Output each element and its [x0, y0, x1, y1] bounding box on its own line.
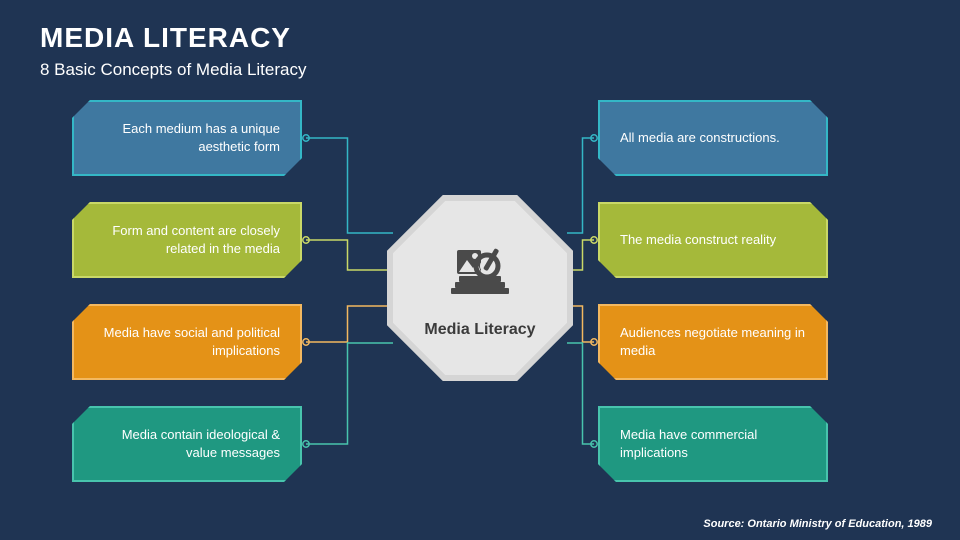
concept-text: Audiences negotiate meaning in media [620, 324, 806, 359]
concept-box-right-4: Media have commercial implications [598, 406, 828, 482]
center-octagon: Media Literacy [387, 195, 573, 381]
concept-text: The media construct reality [620, 231, 776, 249]
concept-text: All media are constructions. [620, 129, 780, 147]
center-label: Media Literacy [424, 321, 535, 339]
concept-box-left-3: Media have social and political implicat… [72, 304, 302, 380]
concept-box-left-1: Each medium has a unique aesthetic form [72, 100, 302, 176]
page-subtitle: 8 Basic Concepts of Media Literacy [40, 60, 306, 80]
concept-box-right-2: The media construct reality [598, 202, 828, 278]
concept-text: Media contain ideological & value messag… [94, 426, 280, 461]
source-citation: Source: Ontario Ministry of Education, 1… [703, 518, 932, 530]
concept-text: Form and content are closely related in … [94, 222, 280, 257]
concept-text: Media have commercial implications [620, 426, 806, 461]
media-literacy-icon [441, 244, 519, 311]
concept-box-right-3: Audiences negotiate meaning in media [598, 304, 828, 380]
concept-text: Media have social and political implicat… [94, 324, 280, 359]
concept-box-left-2: Form and content are closely related in … [72, 202, 302, 278]
concept-box-right-1: All media are constructions. [598, 100, 828, 176]
concept-text: Each medium has a unique aesthetic form [94, 120, 280, 155]
page-title: MEDIA LITERACY [40, 22, 306, 54]
concept-box-left-4: Media contain ideological & value messag… [72, 406, 302, 482]
